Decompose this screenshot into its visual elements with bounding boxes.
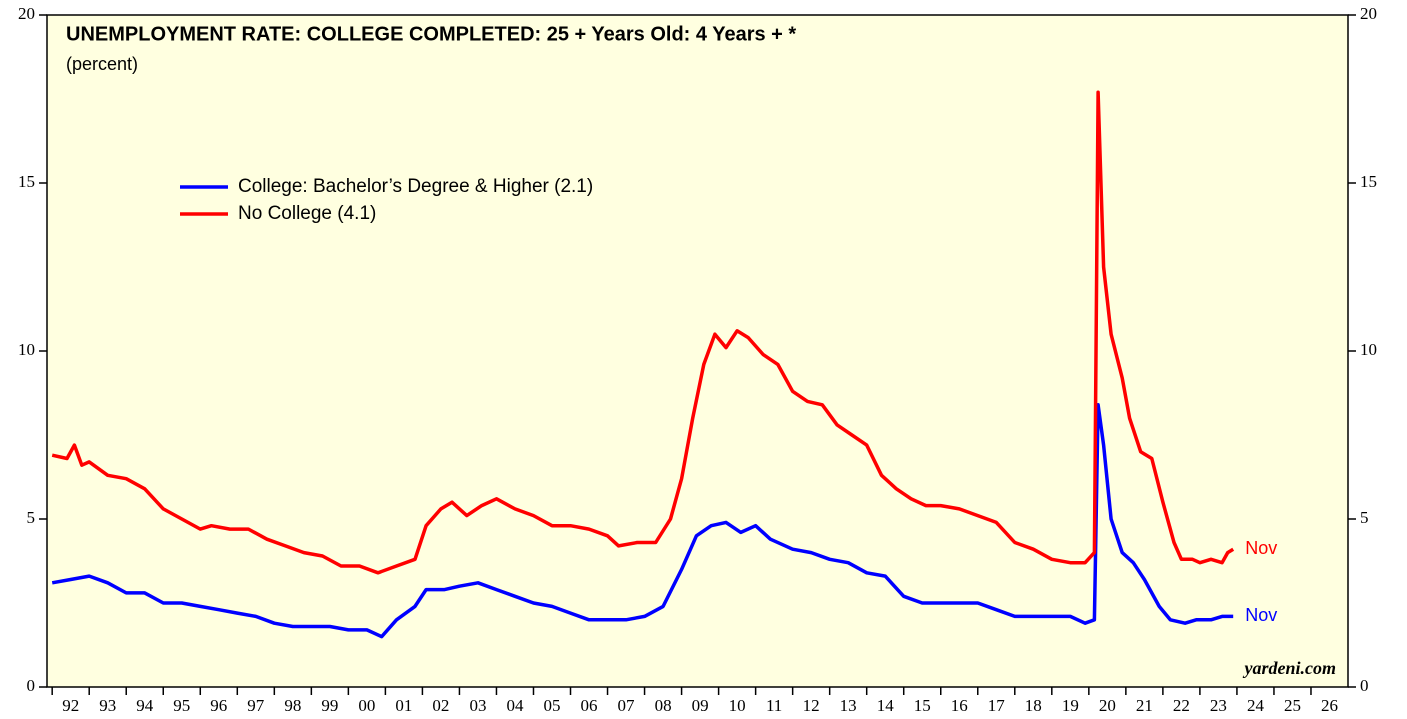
y-tick-label: 0 (27, 676, 36, 695)
source: yardeni.com (1243, 658, 1337, 678)
x-tick-label: 02 (432, 696, 449, 715)
x-tick-label: 99 (321, 696, 338, 715)
x-tick-label: 16 (951, 696, 968, 715)
x-tick-label: 17 (988, 696, 1006, 715)
y2-tick-label: 5 (1360, 508, 1369, 527)
x-tick-label: 08 (655, 696, 672, 715)
x-tick-label: 18 (1025, 696, 1042, 715)
y-tick-label: 10 (18, 340, 35, 359)
x-tick-label: 14 (877, 696, 895, 715)
x-tick-label: 11 (766, 696, 782, 715)
x-tick-label: 09 (692, 696, 709, 715)
x-tick-label: 05 (543, 696, 560, 715)
x-tick-label: 19 (1062, 696, 1079, 715)
y2-tick-label: 20 (1360, 4, 1377, 23)
x-tick-label: 23 (1210, 696, 1227, 715)
x-tick-label: 21 (1136, 696, 1153, 715)
x-tick-label: 93 (99, 696, 116, 715)
y2-tick-label: 0 (1360, 676, 1369, 695)
x-tick-label: 92 (62, 696, 79, 715)
y-tick-label: 20 (18, 4, 35, 23)
y-tick-label: 15 (18, 172, 35, 191)
x-tick-label: 97 (247, 696, 265, 715)
x-tick-label: 20 (1099, 696, 1116, 715)
chart-subtitle: (percent) (66, 54, 138, 74)
x-tick-label: 22 (1173, 696, 1190, 715)
legend-label: No College (4.1) (238, 203, 376, 224)
chart-title: UNEMPLOYMENT RATE: COLLEGE COMPLETED: 25… (66, 23, 796, 45)
x-tick-label: 15 (914, 696, 931, 715)
y2-tick-label: 15 (1360, 172, 1377, 191)
x-tick-label: 04 (506, 696, 524, 715)
y2-tick-label: 10 (1360, 340, 1377, 359)
x-tick-label: 24 (1247, 696, 1265, 715)
x-tick-label: 12 (803, 696, 820, 715)
legend-label: College: Bachelor’s Degree & Higher (2.1… (238, 176, 593, 197)
x-tick-label: 06 (581, 696, 598, 715)
x-tick-label: 01 (395, 696, 412, 715)
x-tick-label: 07 (618, 696, 636, 715)
x-tick-label: 98 (284, 696, 301, 715)
x-tick-label: 13 (840, 696, 857, 715)
plot-area (46, 14, 1349, 688)
x-tick-label: 03 (469, 696, 486, 715)
x-tick-label: 10 (729, 696, 746, 715)
x-tick-label: 00 (358, 696, 375, 715)
x-tick-label: 96 (210, 696, 227, 715)
x-tick-label: 94 (136, 696, 154, 715)
end-label: Nov (1245, 605, 1277, 625)
x-tick-label: 26 (1321, 696, 1338, 715)
series-line (51, 90, 1235, 575)
x-tick-label: 25 (1284, 696, 1301, 715)
series-line (51, 403, 1234, 639)
x-tick-label: 95 (173, 696, 190, 715)
y-tick-label: 5 (27, 508, 36, 527)
end-label: Nov (1245, 538, 1277, 558)
